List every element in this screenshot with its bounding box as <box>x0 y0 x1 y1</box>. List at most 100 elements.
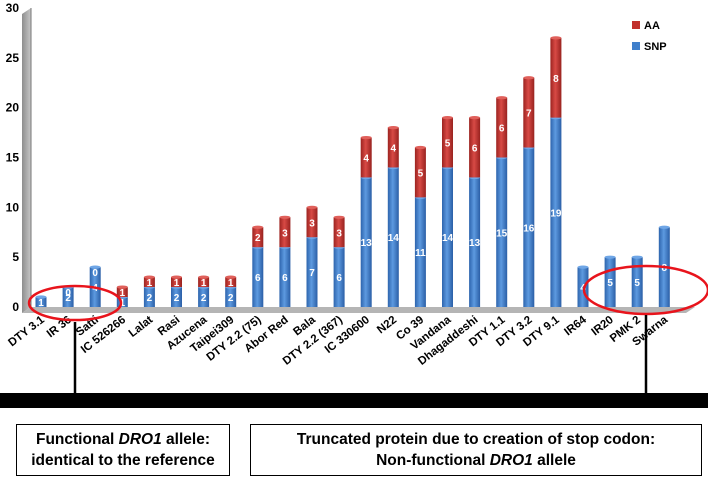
bar-snp <box>225 287 237 307</box>
bar-snp <box>469 177 481 307</box>
bar-snp <box>306 237 318 307</box>
data-label-snp: 1 <box>38 298 44 309</box>
data-label-aa: 1 <box>201 278 207 289</box>
functional-allele-note-line2: identical to the reference <box>31 452 215 469</box>
bar-aa <box>116 287 128 298</box>
data-label-aa: 3 <box>336 228 342 239</box>
bar-snp <box>198 287 210 307</box>
bar-aa <box>550 37 562 118</box>
bar-snp <box>523 147 535 307</box>
bar-snp <box>550 117 562 307</box>
y-tick-label: 5 <box>12 250 19 264</box>
data-label-snp: 8 <box>662 263 668 274</box>
bar-aa-cap <box>279 215 291 219</box>
bar-aa <box>387 127 399 168</box>
bar-snp <box>252 247 264 307</box>
bar-aa-cap <box>496 96 508 100</box>
bar-aa-cap <box>414 145 426 150</box>
bar-aa <box>198 277 210 288</box>
data-label-snp: 14 <box>388 233 400 244</box>
bar-aa-cap <box>387 126 399 130</box>
bar-aa-cap <box>252 225 264 229</box>
chart-floor <box>22 307 695 313</box>
data-label-aa: 1 <box>147 278 153 289</box>
data-label-snp: 5 <box>607 278 613 289</box>
data-label-aa: 8 <box>553 74 559 85</box>
bar-snp-cap <box>658 225 670 229</box>
data-label-aa: 3 <box>309 218 315 229</box>
bar-aa <box>333 217 345 248</box>
data-label-aa: 0 <box>92 268 98 279</box>
data-label-snp: 2 <box>201 293 207 304</box>
legend-label-aa: AA <box>644 20 660 32</box>
data-label-snp: 6 <box>336 273 342 284</box>
data-label-aa: 7 <box>526 109 532 120</box>
data-label-aa: 1 <box>228 278 234 289</box>
bar-snp-cap <box>35 295 47 299</box>
data-label-aa: 0 <box>65 288 71 299</box>
data-label-aa: 1 <box>174 278 180 289</box>
bar-aa <box>225 277 237 288</box>
bar-aa-cap <box>360 135 372 140</box>
functional-allele-note-line1: Functional DRO1 allele: <box>36 431 210 448</box>
data-label-aa: 4 <box>391 144 397 155</box>
data-label-snp: 2 <box>174 293 180 304</box>
data-label-snp: 2 <box>65 293 71 304</box>
legend-swatch-aa <box>632 21 640 29</box>
bar-aa-cap <box>333 215 345 219</box>
annotation-layer <box>27 264 708 395</box>
data-label-snp: 6 <box>282 273 288 284</box>
bar-aa-cap <box>306 205 318 209</box>
bar-aa <box>523 77 535 148</box>
divider-band <box>0 393 708 408</box>
bar-aa <box>496 97 508 158</box>
bar-snp <box>442 167 453 307</box>
data-label-aa: 2 <box>255 233 261 244</box>
truncated-group-ellipse <box>582 264 708 316</box>
bar-snp-cap <box>604 255 616 259</box>
bar-aa <box>143 277 155 288</box>
data-label-snp: 2 <box>228 293 234 304</box>
data-label-snp: 14 <box>442 233 454 244</box>
truncated-protein-note: Truncated protein due to creation of sto… <box>250 424 702 476</box>
y-tick-label: 25 <box>6 51 20 65</box>
y-tick-label: 20 <box>6 101 20 115</box>
legend-swatch-snp <box>632 42 640 50</box>
bar-snp <box>143 287 155 307</box>
data-label-snp: 19 <box>550 208 562 219</box>
bar-snp <box>387 167 399 307</box>
bar-aa <box>442 117 453 168</box>
data-label-snp: 1 <box>120 298 126 309</box>
x-tick-label: IR64 <box>562 314 589 339</box>
bar-snp <box>171 287 182 307</box>
x-tick-label: DTY 3.1 <box>6 314 47 350</box>
bar-snp <box>360 177 372 307</box>
data-label-aa: 5 <box>418 168 424 179</box>
data-label-snp: 2 <box>147 293 153 304</box>
data-label-aa: 4 <box>363 154 369 165</box>
truncated-protein-note-line1: Truncated protein due to creation of sto… <box>296 431 656 448</box>
data-label-aa: 6 <box>499 124 505 135</box>
bar-aa-cap <box>198 275 210 279</box>
bar-aa-cap <box>116 285 128 289</box>
data-label-snp: 11 <box>415 248 426 259</box>
bar-aa-cap <box>469 116 481 120</box>
bar-snp <box>604 257 616 307</box>
data-label-aa: 6 <box>472 144 478 155</box>
data-label-aa: 5 <box>445 139 451 150</box>
data-label-snp: 13 <box>361 238 373 249</box>
y-tick-label: 10 <box>6 200 20 214</box>
y-tick-label: 30 <box>6 1 20 15</box>
bar-aa-cap <box>523 76 535 80</box>
bar-aa <box>279 217 291 248</box>
data-label-aa: 3 <box>282 228 288 239</box>
bar-aa-cap <box>225 275 237 279</box>
functional-allele-note: Functional DRO1 allele: identical to the… <box>16 424 230 476</box>
truncated-protein-note-line2: Non-functional DRO1 allele <box>376 452 576 469</box>
y-tick-label: 15 <box>6 151 20 165</box>
chart-side-wall <box>22 8 31 313</box>
data-label-snp: 15 <box>496 228 508 239</box>
bar-layer <box>35 36 670 307</box>
